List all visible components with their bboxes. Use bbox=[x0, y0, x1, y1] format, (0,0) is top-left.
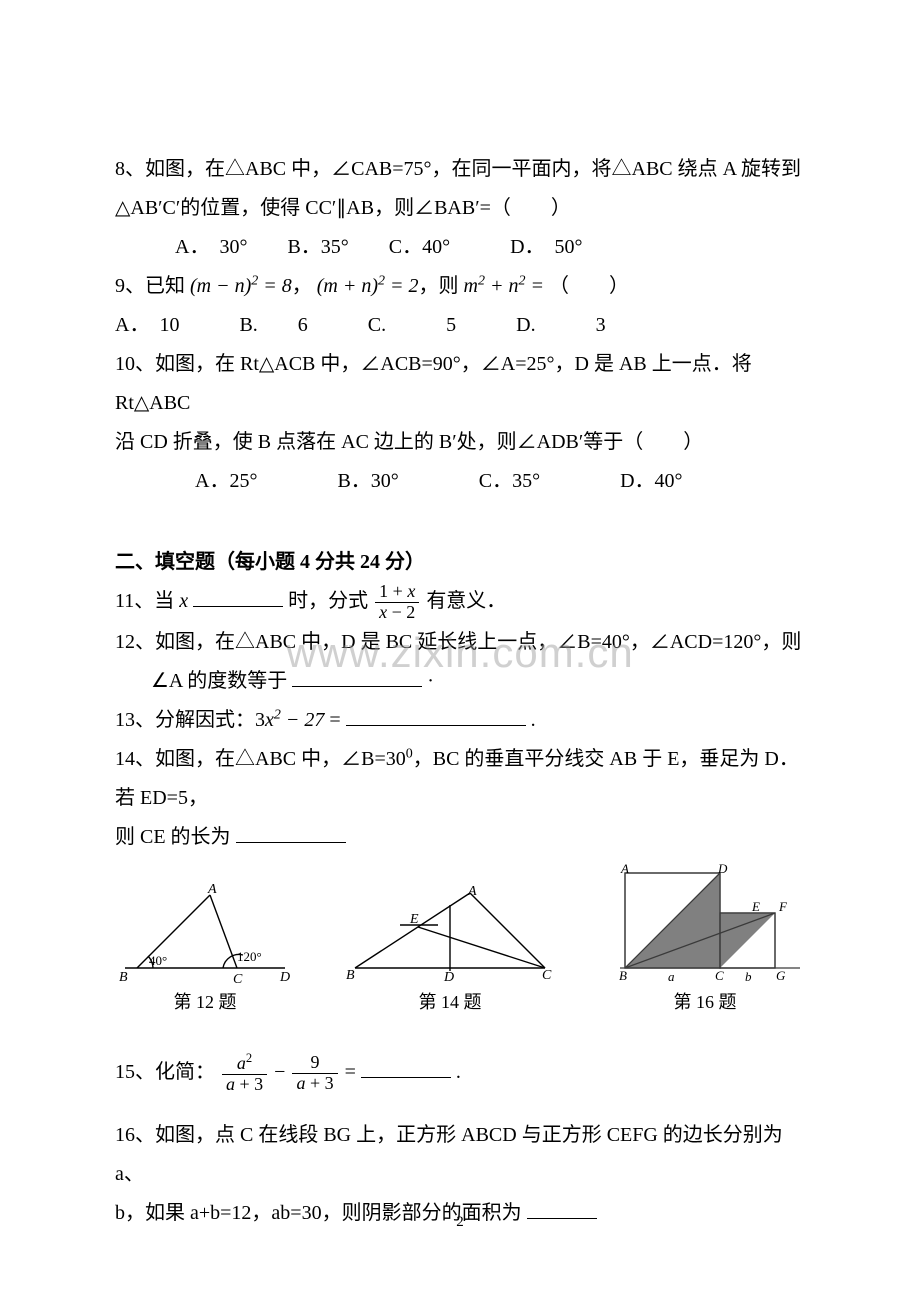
fig14-E: E bbox=[409, 912, 419, 927]
q10-line2: 沿 CD 折叠，使 B 点落在 AC 边上的 B′处，则∠ADB′等于（ ） bbox=[115, 423, 805, 462]
q15-dot: . bbox=[456, 1061, 461, 1083]
fig14-A: A bbox=[467, 884, 477, 899]
q11-b: 时，分式 bbox=[288, 590, 368, 612]
q9-expr3: m2 + n2 = bbox=[464, 275, 544, 297]
fig12-B: B bbox=[119, 970, 128, 983]
fig16-F: F bbox=[778, 899, 788, 914]
fig16-G: G bbox=[776, 968, 786, 983]
q15-line: 15、化简： a2 a + 3 − 9 a + 3 = . bbox=[115, 1052, 805, 1095]
q14-sup: 0 bbox=[406, 746, 413, 761]
q11-blank bbox=[193, 586, 283, 607]
q15-frac2: 9 a + 3 bbox=[292, 1053, 337, 1094]
q10-line1: 10、如图，在 Rt△ACB 中，∠ACB=90°，∠A=25°，D 是 AB … bbox=[115, 345, 805, 423]
fig12-C: C bbox=[233, 972, 243, 983]
q8-line2: △AB′C′的位置，使得 CC′∥AB，则∠BAB′=（ ） bbox=[115, 189, 805, 228]
fig14-C: C bbox=[542, 968, 552, 983]
q15-eq: = bbox=[345, 1061, 361, 1083]
q12-c: · bbox=[427, 670, 434, 692]
q9-stem: 9、已知 bbox=[115, 275, 185, 297]
q13-dot: . bbox=[531, 709, 536, 731]
fig12-D: D bbox=[279, 970, 290, 983]
q12-blank bbox=[292, 666, 422, 687]
q9-expr2: (m + n)2 = 2 bbox=[317, 275, 419, 297]
q8-line1: 8、如图，在△ABC 中，∠CAB=75°，在同一平面内，将△ABC 绕点 A … bbox=[115, 150, 805, 189]
fig16-B: B bbox=[619, 968, 627, 983]
fig16-D: D bbox=[717, 863, 728, 876]
q11-line: 11、当 x 时，分式 1 + x x − 2 有意义． bbox=[115, 582, 805, 623]
q9-line: 9、已知 (m − n)2 = 8， (m + n)2 = 2，则 m2 + n… bbox=[115, 267, 805, 306]
q9-options: A． 10 B. 6 C. 5 D. 3 bbox=[115, 306, 805, 345]
fig16-E: E bbox=[751, 899, 760, 914]
fig12-120: 120° bbox=[237, 949, 262, 964]
fig16-a: a bbox=[668, 969, 675, 983]
q9-tail: （ ） bbox=[549, 275, 629, 297]
fig16-col: A D B C F E G a b 第 16 题 bbox=[605, 863, 805, 1020]
q10-options: A．25° B．30° C．35° D．40° bbox=[115, 462, 805, 501]
q13-line: 13、分解因式：3x2 − 27 = . bbox=[115, 701, 805, 740]
fig12-A: A bbox=[207, 883, 217, 897]
q9-expr1: (m − n)2 = 8 bbox=[190, 275, 292, 297]
q14-blank bbox=[236, 822, 346, 843]
page-number: 2 bbox=[0, 1208, 920, 1237]
fig12-caption: 第 12 题 bbox=[174, 985, 237, 1020]
q8-options: A． 30° B．35° C．40° D． 50° bbox=[115, 228, 805, 267]
fig12-col: A B C D 40° 120° 第 12 题 bbox=[115, 883, 295, 1020]
fig14-D: D bbox=[443, 970, 454, 983]
section2-title: 二、填空题（每小题 4 分共 24 分） bbox=[115, 543, 805, 582]
figure-row: A B C D 40° 120° 第 12 题 A B bbox=[115, 863, 805, 1020]
q11-c: 有意义． bbox=[426, 590, 506, 612]
q11-x: x bbox=[179, 590, 193, 612]
q11-fraction: 1 + x x − 2 bbox=[375, 582, 419, 623]
fig16-C: C bbox=[715, 968, 724, 983]
fig16-b: b bbox=[745, 969, 752, 983]
fig14-col: A B C D E 第 14 题 bbox=[340, 883, 560, 1020]
q15-frac1: a2 a + 3 bbox=[222, 1052, 267, 1095]
q13-blank bbox=[346, 705, 526, 726]
fig16-svg: A D B C F E G a b bbox=[605, 863, 805, 983]
q11-a: 11、当 bbox=[115, 590, 174, 612]
q14-line1: 14、如图，在△ABC 中，∠B=300，BC 的垂直平分线交 AB 于 E，垂… bbox=[115, 740, 805, 818]
fig14-svg: A B C D E bbox=[340, 883, 560, 983]
q13-expr: x2 − 27 bbox=[265, 709, 324, 731]
fig14-caption: 第 14 题 bbox=[419, 985, 482, 1020]
fig12-40: 40° bbox=[149, 953, 167, 968]
q15-blank bbox=[361, 1057, 451, 1078]
fig14-B: B bbox=[346, 968, 355, 983]
q16-line1: 16、如图，点 C 在线段 BG 上，正方形 ABCD 与正方形 CEFG 的边… bbox=[115, 1116, 805, 1194]
q14-line2: 则 CE 的长为 bbox=[115, 818, 805, 857]
fig16-A: A bbox=[620, 863, 629, 876]
q14-a: 14、如图，在△ABC 中，∠B=30 bbox=[115, 748, 406, 770]
q12-line2: ∠A 的度数等于 · bbox=[115, 662, 805, 701]
q13-eq: = bbox=[329, 709, 345, 731]
q15-a: 15、化简： bbox=[115, 1061, 215, 1083]
fig16-caption: 第 16 题 bbox=[674, 985, 737, 1020]
q14-c: 则 CE 的长为 bbox=[115, 826, 231, 848]
q12-line1: 12、如图，在△ABC 中，D 是 BC 延长线上一点，∠B=40°，∠ACD=… bbox=[115, 623, 805, 662]
fig12-svg: A B C D 40° 120° bbox=[115, 883, 295, 983]
q13-a: 13、分解因式：3 bbox=[115, 709, 265, 731]
q12-b: ∠A 的度数等于 bbox=[151, 670, 287, 692]
